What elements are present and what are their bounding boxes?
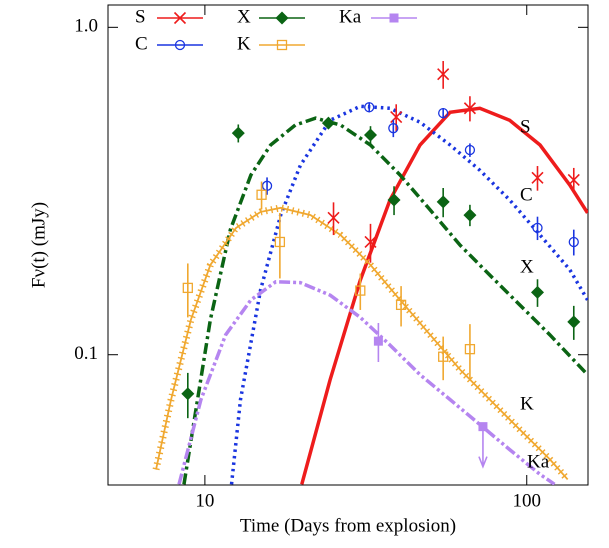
data-point [395,299,407,311]
data-point [567,315,581,329]
curve-label: X [520,256,534,277]
x-axis-label: Time (Days from explosion) [240,515,456,536]
marker-shape [182,282,193,294]
marker-shape [438,351,449,362]
data-point [437,68,450,81]
data-point [464,144,476,156]
marker-shape [532,222,543,234]
marker-shape [395,299,407,311]
marker-shape [530,285,544,299]
data-point [478,422,488,432]
plot-area [152,61,588,485]
data-point [568,236,579,248]
data-point [438,351,449,362]
legend-label: X [237,6,251,27]
marker-shape [531,171,544,184]
legend-marker [174,39,186,51]
legend-label: Ka [339,6,362,27]
model-curve [155,206,569,481]
data-point [363,128,377,142]
marker-shape [231,126,245,140]
y-tick-label: 1.0 [74,16,98,37]
data-point [256,189,267,200]
marker-shape [463,208,477,222]
data-point [261,180,273,191]
legend-label: S [135,6,146,27]
legend-marker [275,11,289,25]
marker-shape [389,13,399,23]
marker-shape [174,39,186,51]
marker-shape [364,235,377,249]
marker-shape [464,343,476,355]
marker-shape [275,11,289,25]
data-point [373,336,383,346]
marker-shape [567,173,580,186]
y-tick-label: 0.1 [74,343,98,364]
data-point [387,193,401,207]
x-tick-label: 100 [512,490,541,511]
data-point [181,387,195,401]
marker-shape [387,193,401,207]
curve-label: C [520,184,533,205]
data-point [274,236,286,248]
data-point [321,116,335,130]
data-point [530,285,544,299]
data-point [463,208,477,222]
data-point [388,123,399,134]
marker-shape [364,102,375,113]
data-point [532,222,543,234]
marker-shape [327,211,340,224]
marker-shape [181,387,195,401]
marker-shape [478,422,488,432]
marker-shape [436,195,450,209]
marker-shape [388,123,399,134]
marker-shape [373,336,383,346]
marker-shape [437,68,450,81]
marker-shape [438,107,449,119]
model-curve [229,104,588,485]
model-curve [177,280,556,485]
marker-shape [321,116,335,130]
data-point [231,126,245,140]
curve-label: K [520,393,534,414]
marker-shape [355,285,366,296]
legend-marker [276,39,288,51]
marker-shape [276,39,288,51]
data-point [567,173,580,186]
data-point [463,102,476,115]
legend-marker [173,11,187,25]
data-point [531,171,544,184]
marker-shape [567,315,581,329]
model-curve-ticks [152,204,571,482]
marker-shape [464,144,476,156]
data-point [364,102,375,113]
plot-frame [107,4,589,486]
x-tick-label: 10 [195,490,214,511]
data-point [182,282,193,294]
data-point [436,195,450,209]
legend-label: C [135,33,148,54]
curve-label: S [520,116,531,137]
marker-shape [463,102,476,115]
legend-marker [389,13,399,23]
data-point [327,211,340,224]
marker-shape [274,236,286,248]
upper-limit-arrow [478,426,488,469]
data-point [364,235,377,249]
marker-shape [568,236,579,248]
y-axis-label: Fν(t) (mJy) [28,202,49,288]
model-curve [300,106,588,485]
marker-shape [173,11,187,25]
curve-label: Ka [527,451,550,472]
legend-label: K [237,33,251,54]
data-point [464,343,476,355]
marker-shape [363,128,377,142]
marker-shape [261,180,273,191]
data-point [438,107,449,119]
data-point [355,285,366,296]
marker-shape [256,189,267,200]
model-curve [182,116,588,485]
